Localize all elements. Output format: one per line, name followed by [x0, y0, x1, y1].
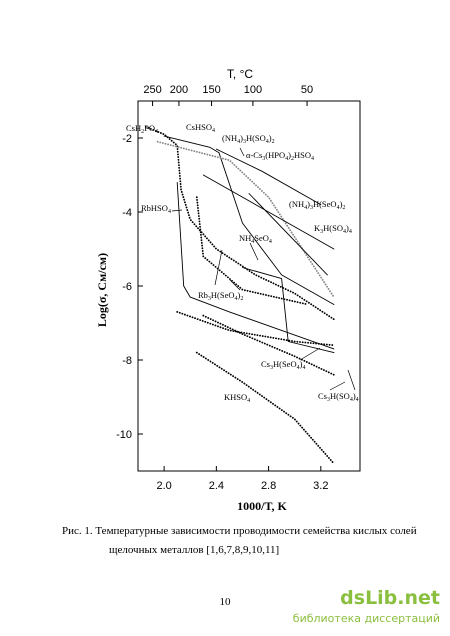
x2-tick-label: 250	[143, 84, 161, 96]
y-axis-title: Log(σ, См/см)	[95, 253, 109, 327]
series-label: KHSO4	[224, 392, 250, 404]
watermark-tagline: библиотека диссертаций	[293, 612, 440, 625]
x2-axis-title: T, °C	[227, 67, 253, 81]
series-line	[215, 148, 322, 206]
x2-tick-label: 200	[170, 84, 188, 96]
series-line	[248, 193, 328, 276]
x2-tick-label: 150	[202, 84, 220, 96]
arrow	[299, 347, 321, 361]
series-line	[144, 126, 335, 321]
arrow	[171, 209, 183, 212]
series-label: NH4SeO4	[239, 233, 272, 245]
series-label: (NH4)3H(SO4)2	[222, 133, 275, 145]
series-line	[176, 181, 335, 350]
arrow	[329, 381, 346, 391]
x-tick-label: 2.0	[156, 480, 171, 492]
x-tick-label: 3.2	[313, 480, 328, 492]
series-label: Cs3H(SeO4)4	[261, 359, 305, 371]
x2-tick-label: 50	[301, 84, 313, 96]
arrow	[249, 242, 259, 261]
series-line	[202, 174, 335, 250]
series-line	[242, 267, 335, 354]
page-number: 10	[220, 596, 232, 608]
series-line	[176, 311, 335, 347]
y-tick-label: -10	[116, 429, 132, 441]
series-label: CsH2PO4	[126, 123, 158, 135]
arrow	[214, 249, 223, 286]
series-label: Rb3H(SeO4)2	[198, 290, 243, 302]
series-line	[156, 140, 335, 298]
arrow	[347, 369, 356, 391]
arrow	[239, 147, 245, 157]
y-tick-label: -6	[122, 281, 132, 293]
arrow	[229, 279, 241, 291]
y-tick-label: -4	[122, 207, 132, 219]
series-label: RbHSO4	[141, 203, 171, 215]
series-label: Cs3H(SO4)4	[318, 391, 359, 403]
watermark-brand: dsLib.net	[340, 587, 440, 609]
series-label: (NH4)3H(SeO4)2	[289, 199, 345, 211]
x-axis-title: 1000/T, K	[237, 499, 287, 513]
x-tick-label: 2.8	[261, 480, 276, 492]
x2-tick-label: 100	[244, 84, 262, 96]
x-tick-label: 2.4	[209, 480, 224, 492]
label-arrows	[171, 147, 356, 391]
series-line	[163, 135, 335, 305]
series-line	[195, 351, 335, 465]
series-label: α-Cs3(HPO4)2HSO4	[246, 150, 314, 162]
y-tick-label: -2	[122, 133, 132, 145]
caption-line: щелочных металлов [1,6,7,8,9,10,11]	[109, 544, 279, 556]
y-tick-label: -8	[122, 355, 132, 367]
series-line	[195, 196, 309, 306]
caption-line: Рис. 1. Температурные зависимости провод…	[62, 525, 417, 537]
series-label: K3H(SO4)4	[314, 223, 352, 235]
series-line	[202, 314, 335, 376]
series-label: CsHSO4	[186, 122, 215, 134]
